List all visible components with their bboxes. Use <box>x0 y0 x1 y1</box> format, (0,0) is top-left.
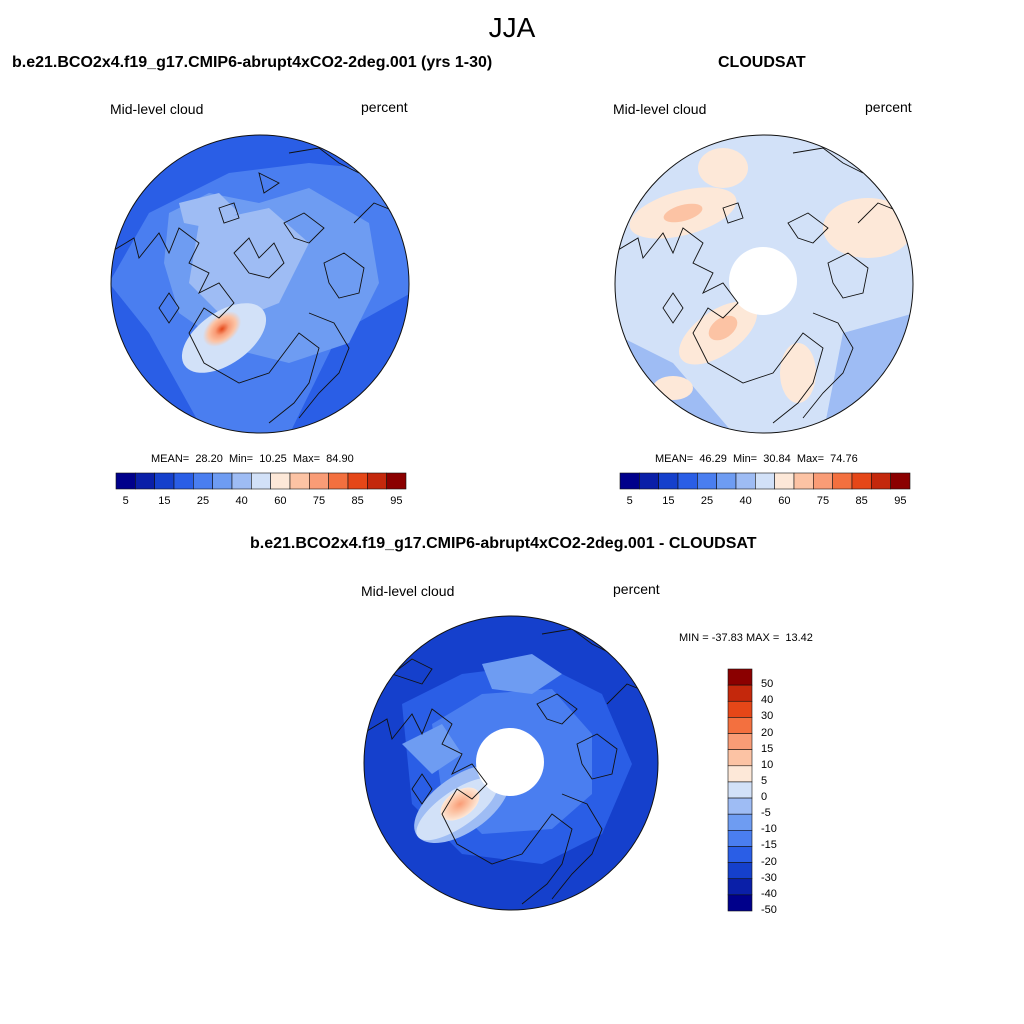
colorbar-swatch <box>755 472 775 490</box>
diff-colorbar-tick: -50 <box>761 904 777 916</box>
colorbar-swatch <box>193 472 213 490</box>
colorbar-swatch <box>639 472 659 490</box>
diff-colorbar-tick: -40 <box>761 887 777 900</box>
colorbar-swatch <box>727 668 753 686</box>
colorbar-swatch <box>727 749 753 767</box>
colorbar-swatch <box>851 472 872 490</box>
model-stats: MEAN= 28.20 Min= 10.25 Max= 84.90 <box>151 453 354 465</box>
colorbar-swatch <box>727 813 753 831</box>
diff-colorbar-tick: 40 <box>761 694 774 707</box>
colorbar-swatch <box>727 894 753 912</box>
obs-stats: MEAN= 46.29 Min= 30.84 Max= 74.76 <box>655 453 858 465</box>
colorbar-swatch <box>735 472 756 490</box>
colorbar-swatch <box>832 472 853 490</box>
colorbar-swatch <box>289 472 310 490</box>
obs-colorbar-tick: 5 <box>626 495 633 507</box>
diff-colorbar-tick: -20 <box>761 855 777 868</box>
figure-title: JJA <box>488 12 536 43</box>
model-colorbar-tick: 60 <box>274 495 287 507</box>
obs-colorbar-tick: 60 <box>778 495 791 507</box>
colorbar-swatch <box>813 472 833 490</box>
colorbar-swatch <box>212 472 233 490</box>
colorbar-swatch <box>727 797 753 815</box>
model-colorbar-tick: 25 <box>196 495 210 507</box>
colorbar-swatch <box>727 733 753 750</box>
model-colorbar-tick: 5 <box>122 495 129 507</box>
diff-colorbar-tick: 30 <box>761 710 774 723</box>
model-variable-label: Mid-level cloud <box>110 101 204 117</box>
colorbar-swatch <box>619 472 640 490</box>
colorbar-swatch <box>727 862 753 880</box>
colorbar-swatch <box>386 472 407 490</box>
colorbar-swatch <box>677 472 698 490</box>
model-colorbar-tick: 75 <box>312 495 326 507</box>
colorbar-swatch <box>154 472 175 490</box>
model-polar-map <box>110 134 410 434</box>
diff-colorbar-tick: 5 <box>761 774 768 787</box>
colorbar-swatch <box>716 472 737 490</box>
colorbar-swatch <box>231 472 252 490</box>
obs-colorbar-tick: 85 <box>855 495 868 507</box>
diff-colorbar-tick: 15 <box>761 742 774 755</box>
colorbar-swatch <box>115 472 136 490</box>
model-colorbar <box>115 472 407 490</box>
diff-polar-map <box>363 615 659 911</box>
colorbar-swatch <box>367 472 387 490</box>
colorbar-swatch <box>871 472 891 490</box>
diff-colorbar-tick: 50 <box>761 678 774 691</box>
obs-colorbar-tick: 95 <box>894 495 907 507</box>
colorbar-swatch <box>774 472 795 490</box>
colorbar-swatch <box>328 472 349 490</box>
diff-colorbar <box>727 668 753 912</box>
diff-colorbar-ticks: 50 40 30 20 15 10 5 0 -5 -10 -15 -20 -30 -40 -50 <box>761 668 801 916</box>
diff-stats: MIN = -37.83 MAX = 13.42 <box>679 632 813 644</box>
obs-polar-map <box>614 134 914 434</box>
colorbar-swatch <box>890 472 911 490</box>
colorbar-swatch <box>135 472 155 490</box>
diff-colorbar-tick: 0 <box>761 791 768 804</box>
obs-variable-label: Mid-level cloud <box>613 101 707 117</box>
diff-units-label: percent <box>613 581 660 597</box>
colorbar-swatch <box>727 781 753 799</box>
colorbar-swatch <box>270 472 291 490</box>
diff-panel-title: b.e21.BCO2x4.f19_g17.CMIP6-abrupt4xCO2-2… <box>250 535 757 552</box>
colorbar-swatch <box>793 472 814 490</box>
obs-colorbar-tick: 40 <box>739 495 752 507</box>
colorbar-swatch <box>727 765 753 783</box>
model-units-label: percent <box>361 99 408 115</box>
colorbar-swatch <box>173 472 194 490</box>
model-colorbar-tick: 85 <box>351 495 364 507</box>
obs-colorbar-tick: 75 <box>816 495 830 507</box>
diff-colorbar-tick: -10 <box>761 823 777 836</box>
model-colorbar-tick: 40 <box>235 495 248 507</box>
colorbar-swatch <box>727 684 753 702</box>
obs-panel-title: CLOUDSAT <box>718 54 806 71</box>
colorbar-swatch <box>309 472 329 490</box>
diff-colorbar-tick: 20 <box>761 726 774 739</box>
colorbar-swatch <box>727 878 753 896</box>
obs-colorbar <box>619 472 911 490</box>
diff-colorbar-tick: -15 <box>761 839 777 852</box>
obs-colorbar-tick: 15 <box>662 495 675 507</box>
diff-colorbar-tick: -30 <box>761 871 777 884</box>
colorbar-swatch <box>347 472 368 490</box>
diff-colorbar-tick: -5 <box>761 807 771 820</box>
colorbar-swatch <box>727 717 753 734</box>
colorbar-swatch <box>727 830 753 847</box>
diff-variable-label: Mid-level cloud <box>361 583 455 599</box>
colorbar-swatch <box>727 700 753 718</box>
model-panel-title: b.e21.BCO2x4.f19_g17.CMIP6-abrupt4xCO2-2… <box>12 54 493 71</box>
diff-colorbar-tick: 10 <box>761 758 774 771</box>
colorbar-swatch <box>697 472 717 490</box>
colorbar-swatch <box>727 846 753 863</box>
model-colorbar-tick: 95 <box>390 495 403 507</box>
colorbar-swatch <box>251 472 271 490</box>
colorbar-swatch <box>658 472 679 490</box>
obs-units-label: percent <box>865 99 912 115</box>
obs-colorbar-tick: 25 <box>700 495 714 507</box>
model-colorbar-tick: 15 <box>158 495 171 507</box>
